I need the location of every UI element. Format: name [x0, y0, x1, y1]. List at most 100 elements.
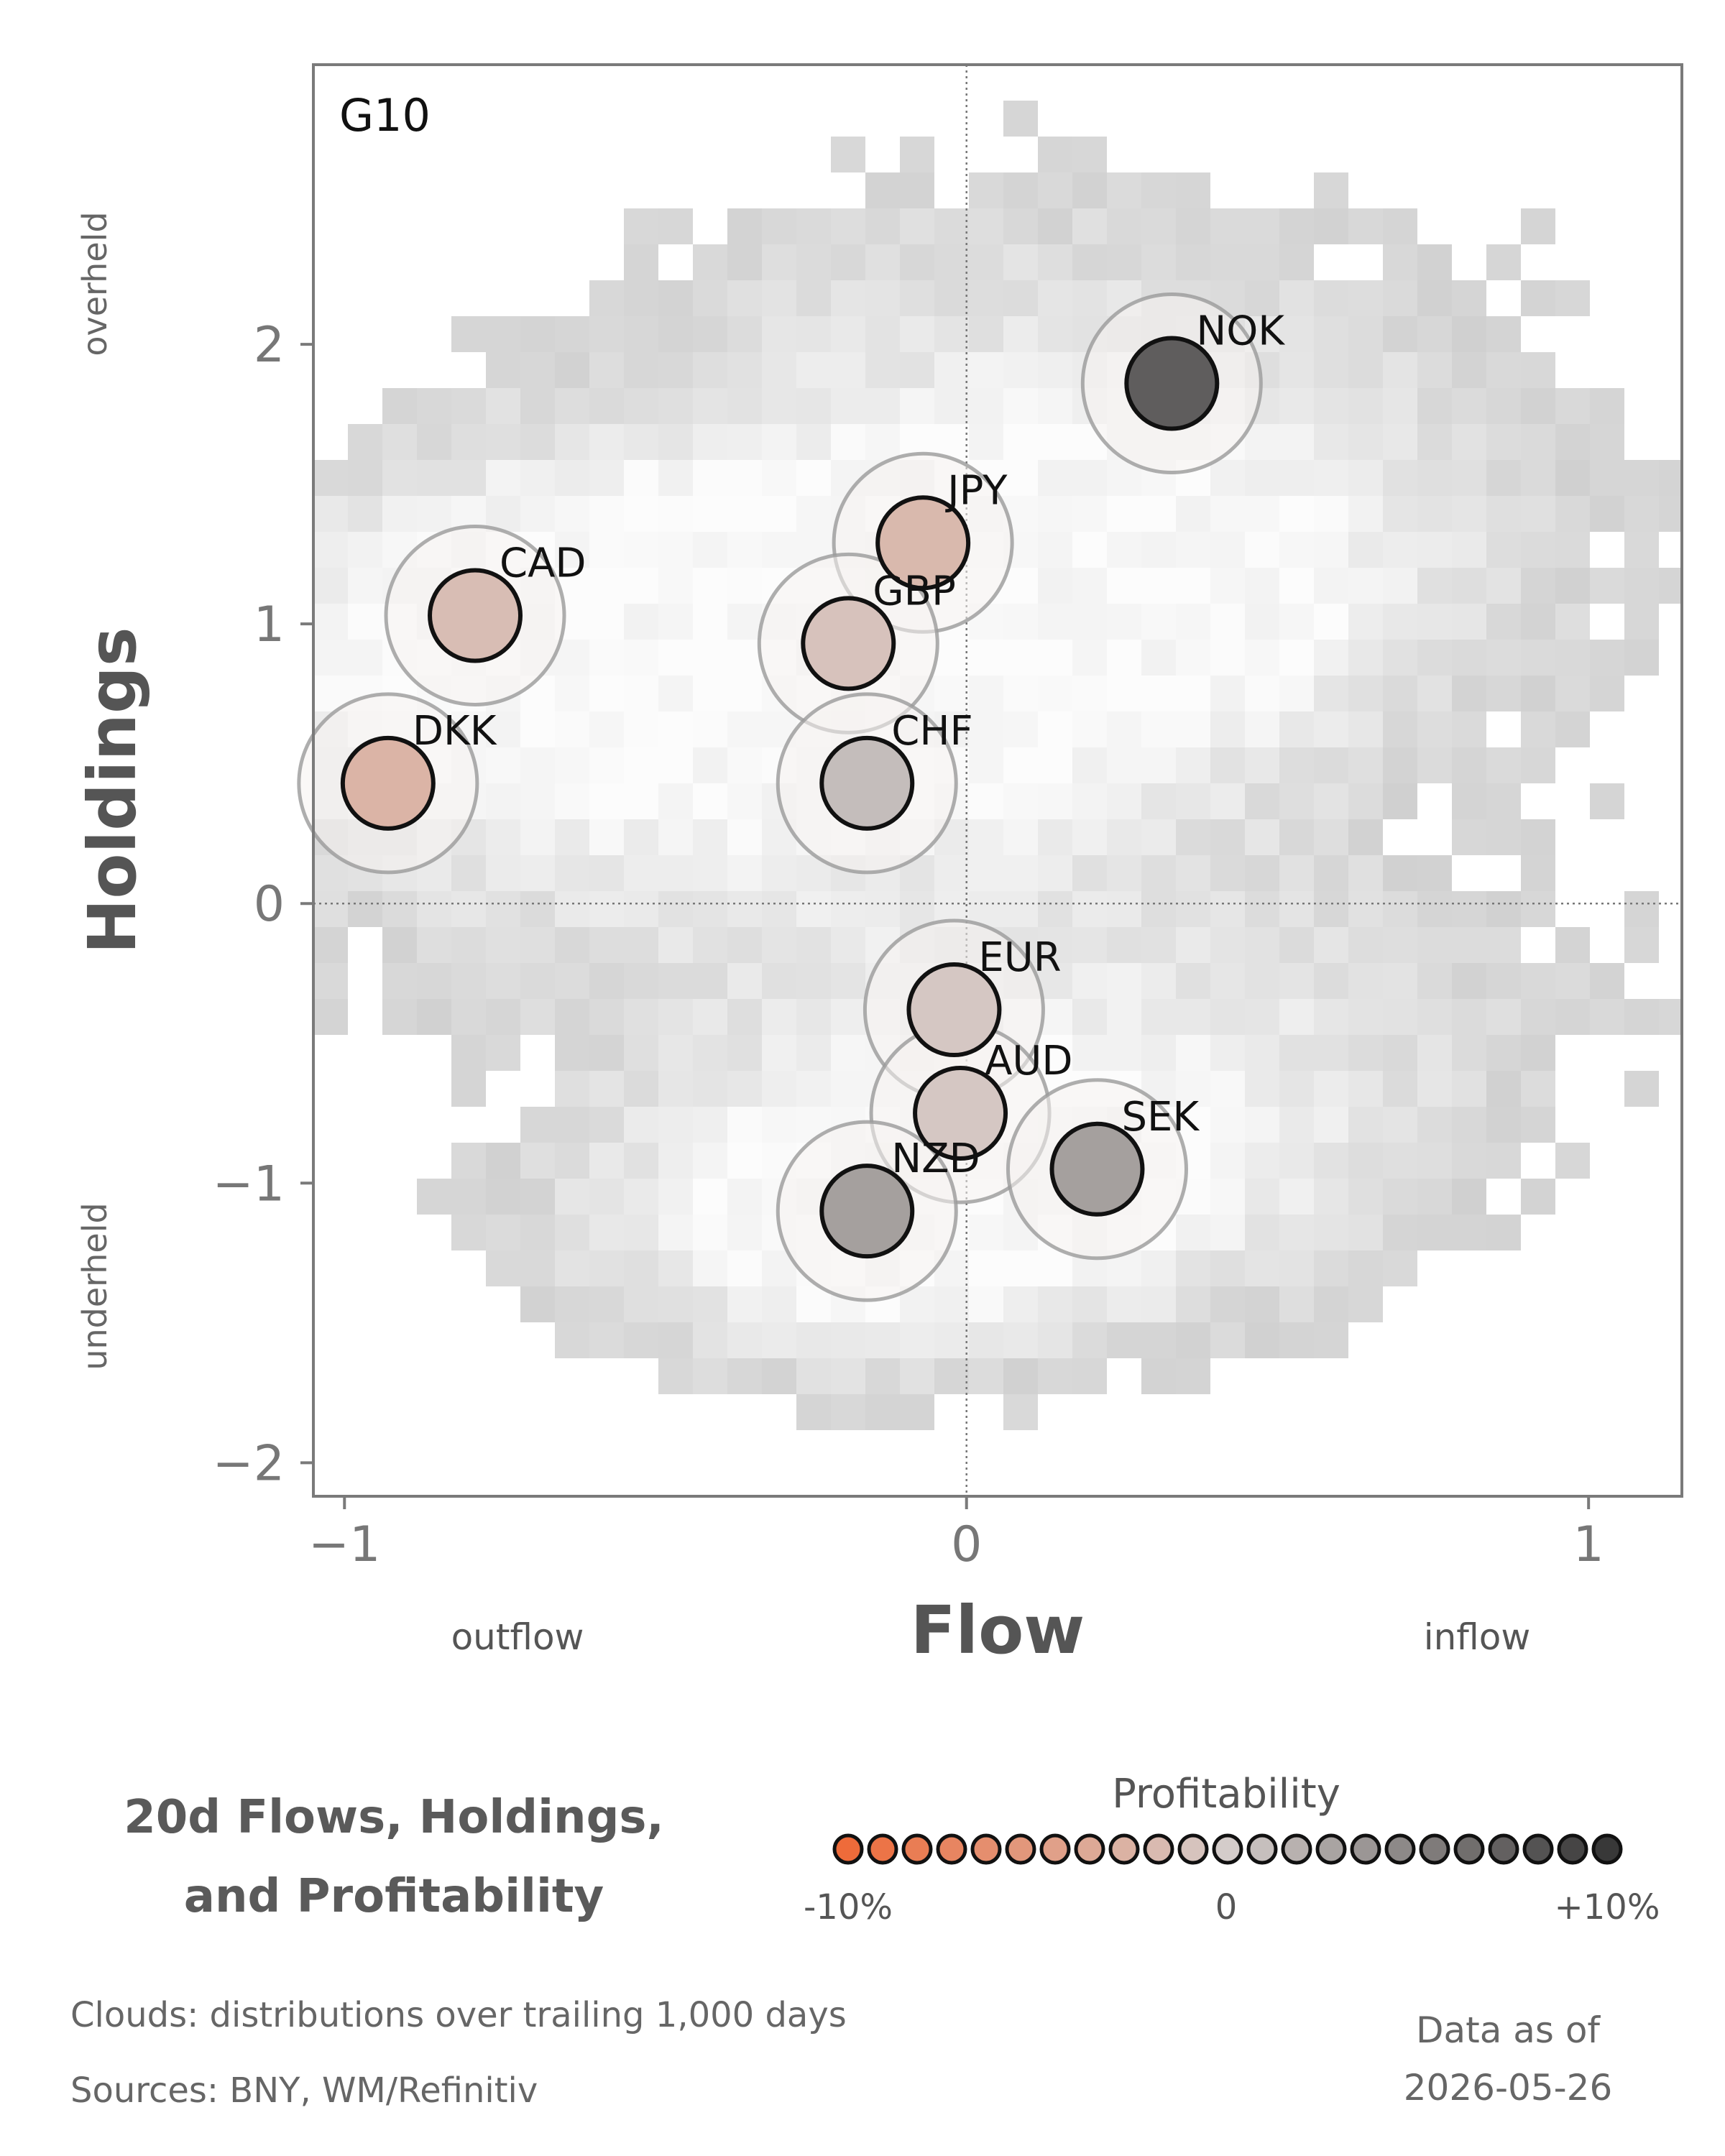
cloud-cell: [486, 424, 520, 460]
cloud-cell: [865, 280, 900, 316]
cloud-cell: [693, 1071, 727, 1107]
cloud-cell: [900, 244, 934, 280]
cloud-cell: [1279, 208, 1314, 244]
cloud-cell: [1038, 855, 1072, 891]
cloud-cell: [1486, 1035, 1521, 1071]
cloud-cell: [658, 747, 693, 783]
cloud-cell: [520, 783, 555, 819]
cloud-cell: [1348, 460, 1383, 496]
cloud-cell: [1383, 999, 1417, 1035]
cloud-cell: [1107, 1286, 1141, 1322]
cloud-cell: [1245, 783, 1279, 819]
cloud-cell: [969, 1358, 1003, 1394]
cloud-cell: [969, 352, 1003, 388]
cloud-cell: [1279, 244, 1314, 280]
cloud-cell: [831, 244, 865, 280]
cloud-cell: [1279, 1071, 1314, 1107]
cloud-cell: [1486, 963, 1521, 999]
cloud-cell: [969, 244, 1003, 280]
cloud-cell: [727, 280, 762, 316]
cloud-cell: [1348, 532, 1383, 568]
cloud-cell: [762, 496, 796, 532]
cloud-cell: [1486, 927, 1521, 963]
cloud-cell: [1452, 1035, 1486, 1071]
cloud-cell: [1279, 640, 1314, 676]
cloud-cell: [1279, 927, 1314, 963]
cloud-cell: [1348, 1071, 1383, 1107]
cloud-cell: [1314, 640, 1348, 676]
cloud-cell: [1072, 280, 1107, 316]
cloud-cell: [1210, 1035, 1245, 1071]
cloud-cell: [1452, 963, 1486, 999]
cloud-cell: [1383, 1250, 1417, 1286]
cloud-cell: [693, 1107, 727, 1143]
cloud-cell: [1555, 963, 1590, 999]
point-halos: [297, 292, 1263, 1302]
cloud-cell: [1555, 604, 1590, 640]
cloud-cell: [1176, 1358, 1210, 1394]
cloud-cell: [796, 1071, 831, 1107]
cloud-cell: [520, 999, 555, 1035]
cloud-cell: [1314, 1107, 1348, 1143]
cloud-cell: [1279, 1035, 1314, 1071]
point-dkk: [340, 735, 436, 831]
cloud-cell: [589, 1215, 624, 1250]
cloud-cell: [624, 927, 658, 963]
cloud-cell: [451, 424, 486, 460]
cloud-cell: [969, 1322, 1003, 1358]
cloud-cell: [1590, 640, 1624, 676]
cloud-cell: [1452, 532, 1486, 568]
date-label: Data as of: [1416, 2009, 1601, 2051]
cloud-cell: [1348, 280, 1383, 316]
cloud-cell: [1417, 855, 1452, 891]
cloud-cell: [520, 711, 555, 747]
legend-swatch: [1039, 1833, 1071, 1865]
cloud-cell: [1003, 604, 1038, 640]
cloud-cell: [1521, 1071, 1555, 1107]
cloud-cell: [658, 819, 693, 855]
cloud-cell: [589, 855, 624, 891]
cloud-cell: [1141, 532, 1176, 568]
cloud-cell: [1072, 927, 1107, 963]
cloud-cell: [1279, 1107, 1314, 1143]
cloud-cell: [762, 208, 796, 244]
point-label-eur: EUR: [978, 934, 1061, 981]
cloud-cell: [1245, 568, 1279, 604]
cloud-cell: [1245, 460, 1279, 496]
cloud-cell: [1279, 1143, 1314, 1179]
cloud-cell: [1314, 1179, 1348, 1215]
cloud-cell: [1486, 460, 1521, 496]
cloud-cell: [1176, 819, 1210, 855]
cloud-cell: [969, 316, 1003, 352]
cloud-cell: [1452, 1107, 1486, 1143]
cloud-cell: [1624, 568, 1659, 604]
cloud-cell: [1210, 460, 1245, 496]
cloud-cell: [1624, 891, 1659, 927]
cloud-cell: [1417, 316, 1452, 352]
cloud-cell: [1038, 172, 1072, 208]
cloud-cell: [1521, 352, 1555, 388]
cloud-cell: [762, 1286, 796, 1322]
cloud-cell: [658, 1071, 693, 1107]
cloud-cell: [1245, 1215, 1279, 1250]
cloud-cell: [1417, 1179, 1452, 1215]
cloud-cell: [1314, 388, 1348, 424]
cloud-cell: [1072, 496, 1107, 532]
legend-swatch: [1453, 1833, 1485, 1865]
cloud-cell: [969, 676, 1003, 711]
cloud-cell: [1590, 388, 1624, 424]
cloud-cell: [1624, 496, 1659, 532]
cloud-cell: [1003, 1322, 1038, 1358]
cloud-cell: [1383, 1071, 1417, 1107]
cloud-cell: [1314, 316, 1348, 352]
cloud-cell: [624, 855, 658, 891]
cloud-cell: [417, 424, 451, 460]
cloud-cell: [589, 676, 624, 711]
cloud-cell: [1452, 604, 1486, 640]
cloud-cell: [796, 460, 831, 496]
cloud-cell: [831, 280, 865, 316]
cloud-cell: [934, 676, 969, 711]
cloud-cell: [658, 532, 693, 568]
cloud-cell: [693, 316, 727, 352]
cloud-cell: [693, 604, 727, 640]
